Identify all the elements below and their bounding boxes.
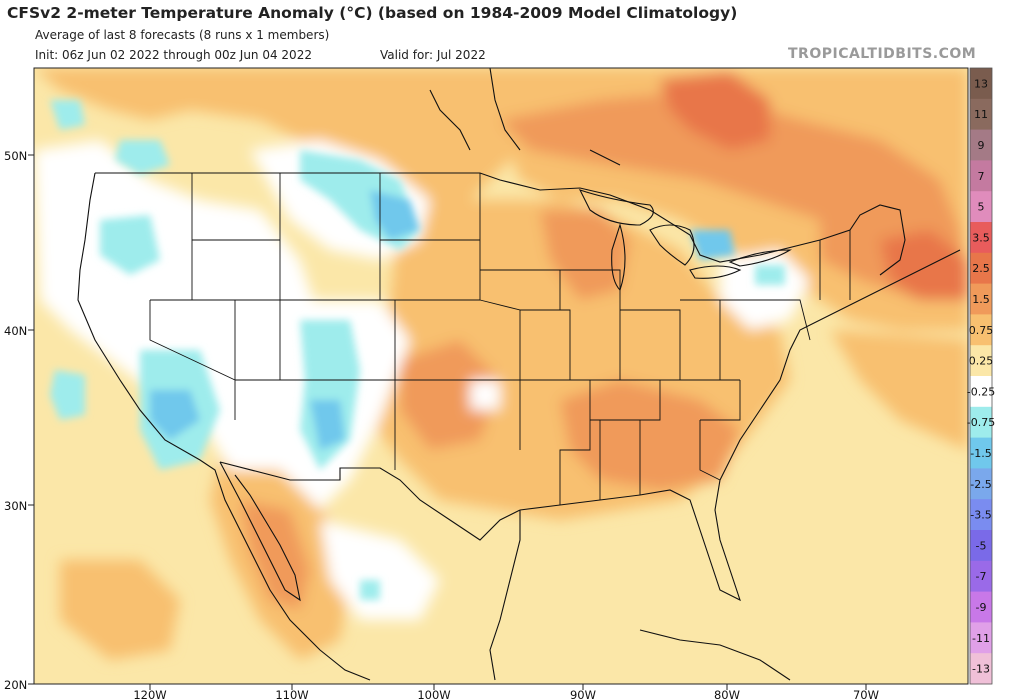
colorbar-swatch: [970, 622, 992, 654]
colorbar-swatch: [970, 376, 992, 408]
colorbar-swatch: [970, 653, 992, 685]
colorbar-swatch: [970, 222, 992, 254]
colorbar-label: 5: [978, 201, 985, 214]
colorbar-swatch: [970, 591, 992, 623]
colorbar-label: 1.5: [972, 293, 990, 306]
map-ticks: [28, 154, 867, 690]
lon-label-70w: 70W: [853, 688, 879, 700]
map-title: CFSv2 2-meter Temperature Anomaly (°C) (…: [7, 4, 738, 22]
colorbar-swatch: [970, 68, 992, 100]
colorbar-label: 9: [978, 139, 985, 152]
valid-time: Valid for: Jul 2022: [380, 48, 486, 62]
colorbar-swatch: [970, 530, 992, 562]
colorbar-swatch: [970, 129, 992, 161]
lon-label-90w: 90W: [570, 688, 596, 700]
us-mexico-border: [219, 461, 521, 541]
colorbar-swatch: [970, 560, 992, 593]
colorbar-label: -13: [972, 663, 990, 676]
colorbar-swatch: [970, 345, 992, 377]
colorbar-swatch: [970, 406, 992, 439]
colorbar-label: -5: [976, 539, 987, 552]
colorbar-label: -0.75: [967, 416, 995, 429]
lon-label-110w: 110W: [275, 688, 308, 700]
lon-label-80w: 80W: [714, 688, 740, 700]
east-coast: [719, 249, 961, 481]
colorbar-swatch: [970, 98, 992, 131]
colorbar-label: 13: [974, 77, 988, 90]
west-coast: [77, 172, 371, 681]
lat-label-40n: 40N: [4, 324, 27, 338]
colorbar-frame: [969, 67, 993, 685]
colorbar-swatch: [970, 283, 992, 315]
gulf-coast: [489, 479, 741, 681]
lat-label-50n: 50N: [4, 149, 27, 163]
colorbar-label: -7: [976, 570, 987, 583]
colorbar: 13 11 9 7 5 3.5 2.5 1.5 0.75 0.25 -0.25 -0.75 -1.5 -2…: [967, 67, 995, 685]
colorbar-label: 11: [974, 108, 988, 121]
lat-label-30n: 30N: [4, 499, 27, 513]
colorbar-label: 7: [978, 170, 985, 183]
colorbar-label: -2.5: [970, 478, 991, 491]
colorbar-swatch: [970, 468, 992, 500]
map-borders: [77, 68, 961, 681]
colorbar-swatch: [970, 252, 992, 285]
lat-label-20n: 20N: [4, 678, 27, 692]
colorbar-swatch: [970, 160, 992, 192]
colorbar-label: -3.5: [970, 509, 991, 522]
map-subtitle: Average of last 8 forecasts (8 runs x 1 …: [35, 28, 330, 42]
colorbar-label: -0.25: [967, 385, 995, 398]
colorbar-swatch: [970, 437, 992, 469]
colorbar-label: 3.5: [972, 231, 990, 244]
anomaly-field: [34, 68, 968, 684]
colorbar-swatch: [970, 314, 992, 346]
init-time: Init: 06z Jun 02 2022 through 00z Jun 04…: [35, 48, 312, 62]
site-credit: TROPICALTIDBITS.COM: [788, 46, 977, 62]
colorbar-label: 0.25: [969, 355, 994, 368]
colorbar-label: -1.5: [970, 447, 991, 460]
colorbar-label: -9: [976, 601, 987, 614]
colorbar-label: -11: [972, 632, 990, 645]
lon-label-120w: 120W: [133, 688, 166, 700]
colorbar-swatch: [970, 499, 992, 531]
lon-label-100w: 100W: [417, 688, 450, 700]
map-frame: [33, 67, 969, 685]
colorbar-swatch: [970, 191, 992, 223]
colorbar-label: 0.75: [969, 324, 994, 337]
colorbar-label: 2.5: [972, 262, 990, 275]
